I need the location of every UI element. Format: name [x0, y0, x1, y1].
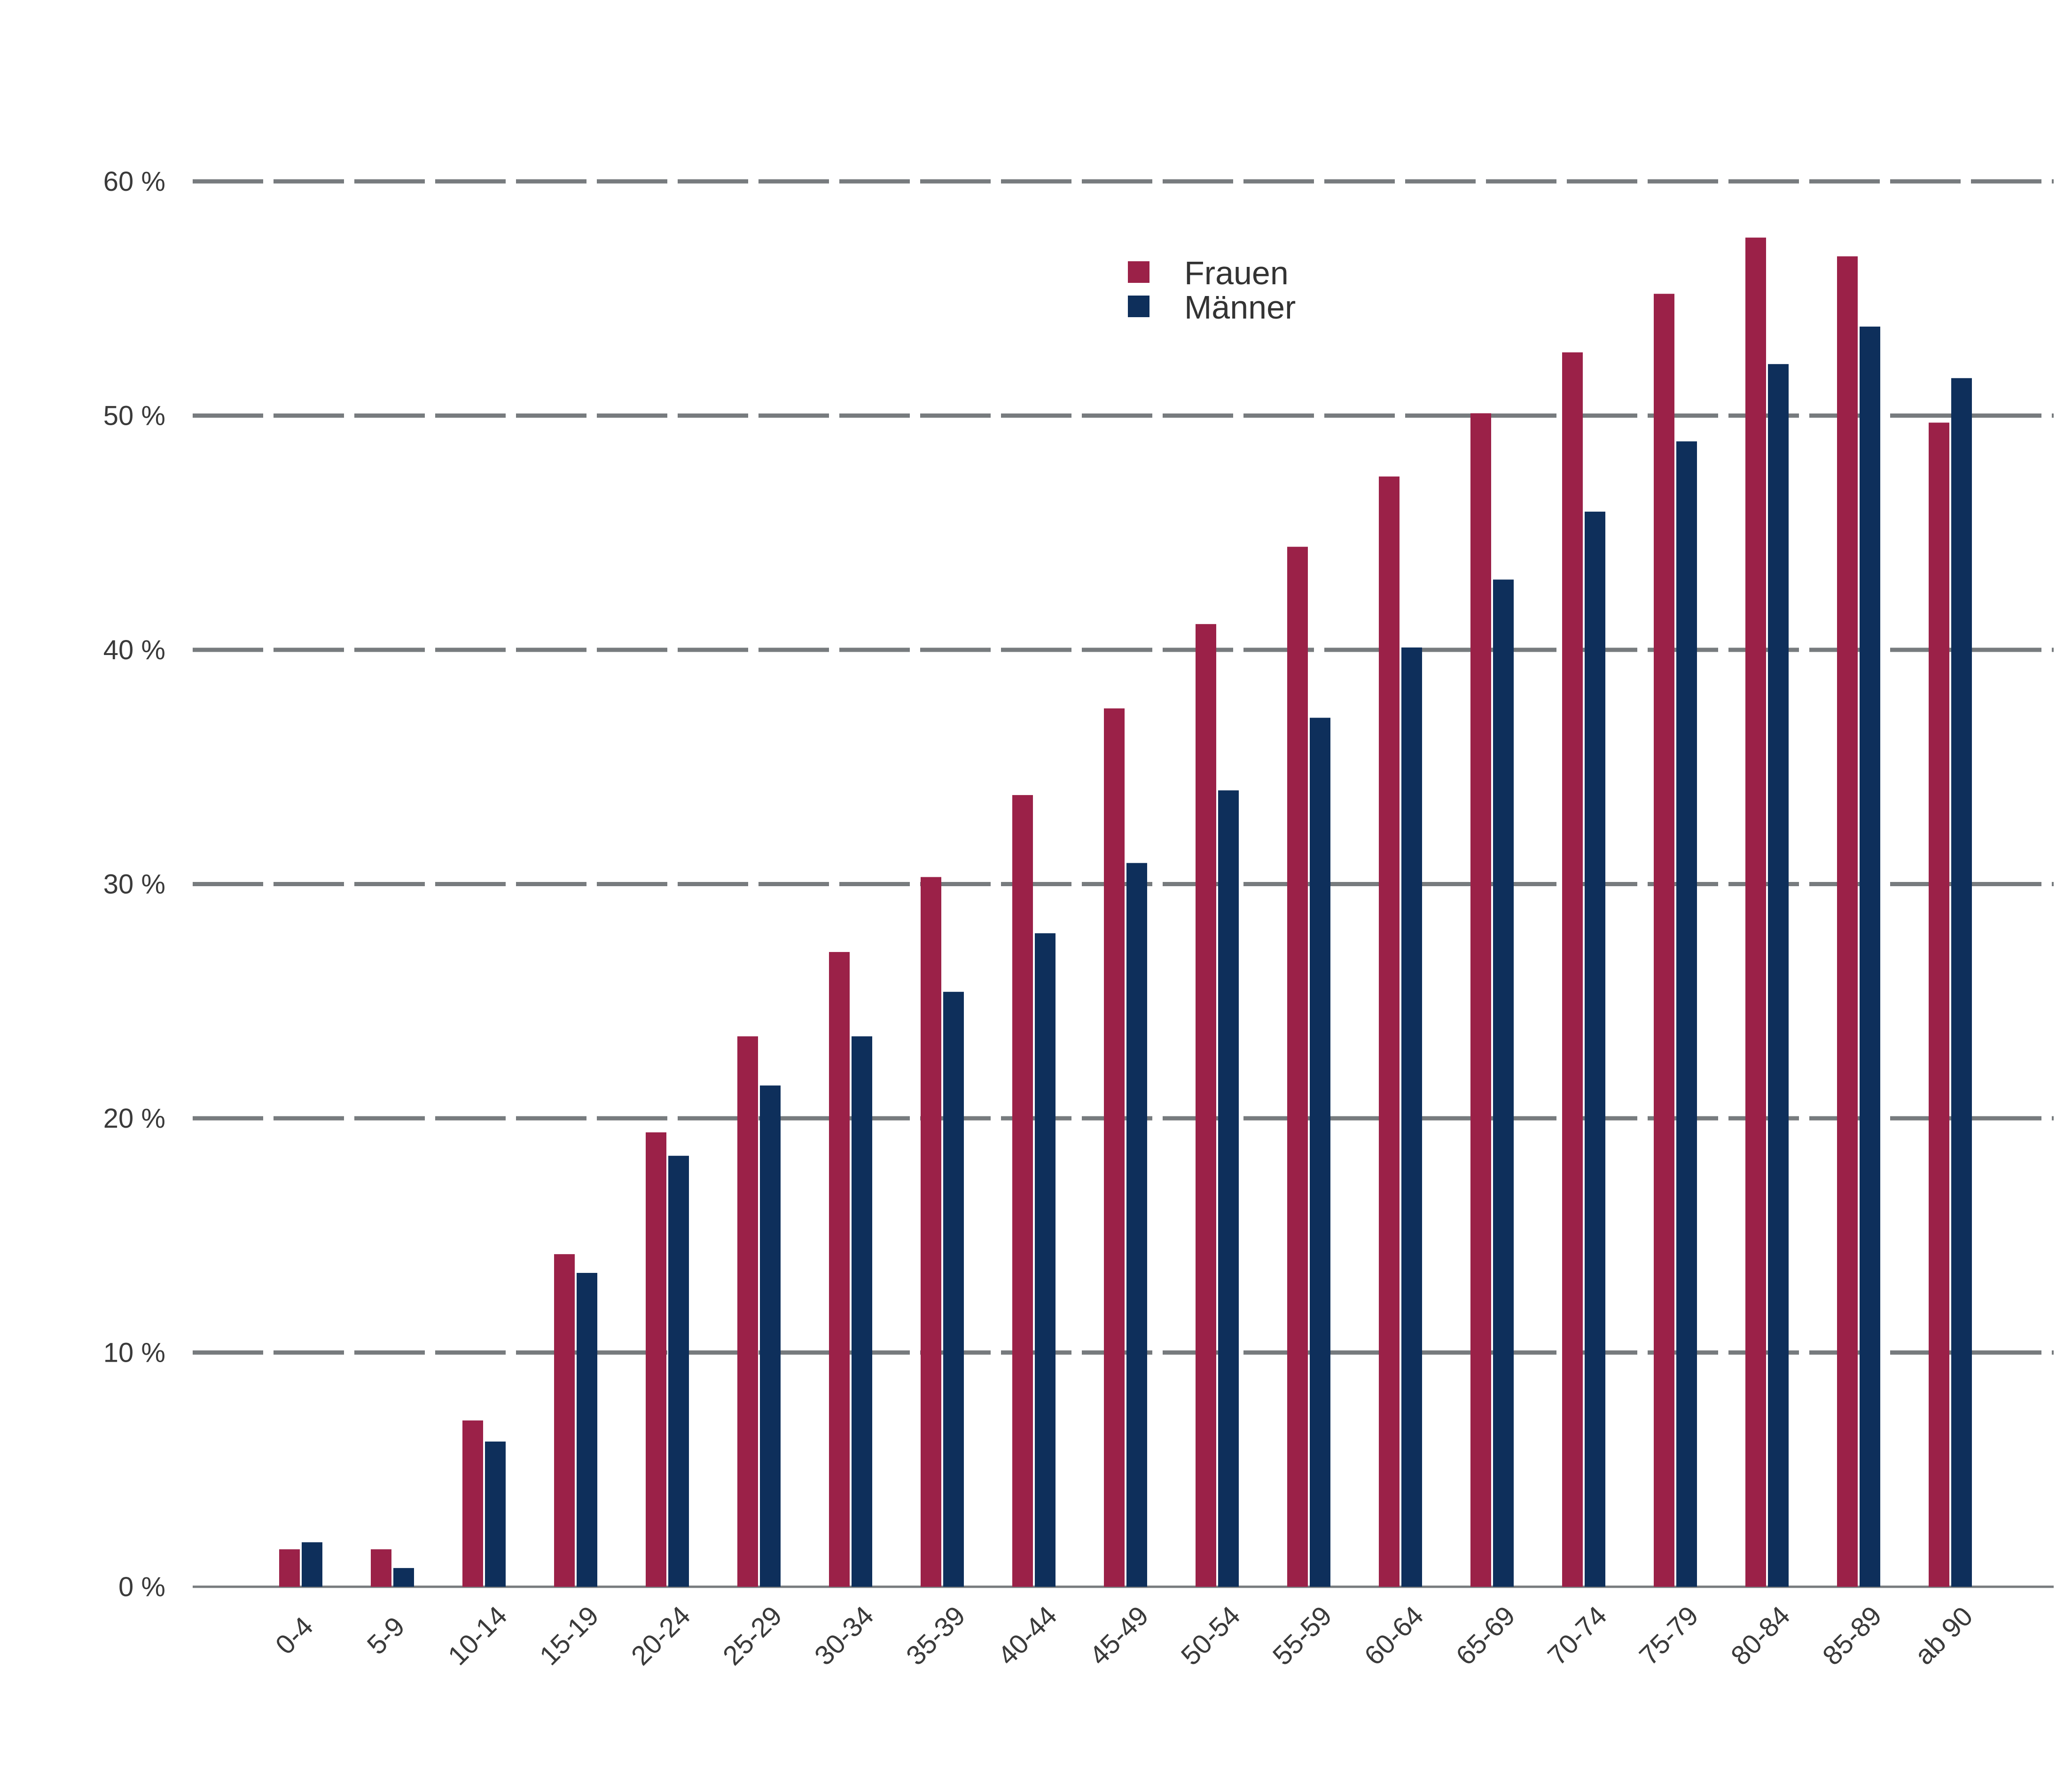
x-tick-label: 10-14 — [442, 1600, 513, 1671]
bar-frauen — [1562, 352, 1583, 1587]
x-tick-label: 45-49 — [1084, 1600, 1155, 1671]
bar-maenner — [1676, 441, 1697, 1587]
bar-maenner — [485, 1441, 506, 1587]
bar-maenner — [1860, 327, 1880, 1587]
bar-maenner — [577, 1273, 597, 1587]
bar-frauen — [554, 1254, 575, 1587]
bar-maenner — [1401, 647, 1422, 1587]
bar-frauen — [829, 952, 850, 1587]
bar-frauen — [1012, 795, 1033, 1587]
bar-maenner — [1585, 511, 1605, 1587]
legend-swatch — [1128, 261, 1149, 283]
bar-frauen — [646, 1132, 666, 1587]
bar-frauen — [462, 1420, 483, 1587]
bar-frauen — [371, 1549, 391, 1587]
bar-maenner — [1768, 364, 1789, 1587]
x-tick-label: 35-39 — [900, 1600, 971, 1671]
y-tick-label: 30 % — [103, 869, 165, 900]
bar-maenner — [1126, 863, 1147, 1587]
y-tick-label: 40 % — [103, 635, 165, 665]
x-tick-label: 85-89 — [1817, 1600, 1888, 1671]
x-tick-label: ab 90 — [1909, 1601, 1979, 1671]
y-tick-label: 60 % — [103, 166, 165, 197]
bar-maenner — [1218, 790, 1239, 1587]
bar-frauen — [737, 1036, 758, 1587]
bar-maenner — [760, 1085, 781, 1587]
x-tick-label: 25-29 — [717, 1600, 788, 1671]
bar-frauen — [1654, 294, 1674, 1587]
x-tick-label: 50-54 — [1175, 1600, 1246, 1671]
y-tick-label: 10 % — [103, 1338, 165, 1368]
bar-frauen — [921, 877, 941, 1587]
x-tick-label: 20-24 — [626, 1600, 696, 1671]
y-tick-label: 0 % — [118, 1572, 165, 1602]
bar-frauen — [1745, 237, 1766, 1587]
y-tick-label: 20 % — [103, 1103, 165, 1134]
bar-maenner — [1310, 717, 1330, 1587]
bar-maenner — [1493, 579, 1514, 1587]
bar-maenner — [393, 1568, 414, 1587]
legend-label: Männer — [1184, 289, 1296, 326]
bar-frauen — [1287, 546, 1308, 1587]
y-tick-label: 50 % — [103, 401, 165, 431]
bar-maenner — [943, 991, 964, 1587]
x-tick-label: 65-69 — [1450, 1600, 1521, 1671]
bar-maenner — [302, 1542, 322, 1587]
legend-swatch — [1128, 296, 1149, 317]
x-axis-tick-labels: 0-4 5-9 10-14 15-19 20-24 25-29 30-34 35-39 40-4… — [270, 1600, 1979, 1671]
x-tick-label: 60-64 — [1359, 1600, 1430, 1671]
bar-frauen — [1470, 413, 1491, 1587]
bars — [279, 237, 1972, 1587]
x-tick-label: 40-44 — [992, 1600, 1063, 1671]
bar-frauen — [1929, 422, 1949, 1587]
bar-maenner — [1951, 378, 1972, 1587]
x-tick-label: 15-19 — [534, 1600, 605, 1671]
legend-label: Frauen — [1184, 255, 1289, 291]
bar-maenner — [668, 1155, 689, 1587]
y-axis-tick-labels: 0 % 10 % 20 % 30 % 40 % 50 % 60 % — [103, 166, 165, 1602]
bar-maenner — [852, 1036, 872, 1587]
bar-frauen — [279, 1549, 300, 1587]
x-tick-label: 75-79 — [1634, 1600, 1705, 1671]
x-tick-label: 70-74 — [1542, 1600, 1613, 1671]
bar-frauen — [1104, 708, 1125, 1587]
bar-frauen — [1379, 476, 1400, 1587]
x-tick-label: 80-84 — [1725, 1600, 1796, 1671]
x-tick-label: 0-4 — [270, 1611, 319, 1661]
x-tick-label: 55-59 — [1267, 1600, 1338, 1671]
x-tick-label: 30-34 — [809, 1600, 880, 1671]
x-tick-label: 5-9 — [361, 1611, 411, 1661]
bar-maenner — [1035, 933, 1056, 1587]
bar-frauen — [1837, 256, 1858, 1587]
bar-frauen — [1196, 624, 1216, 1587]
